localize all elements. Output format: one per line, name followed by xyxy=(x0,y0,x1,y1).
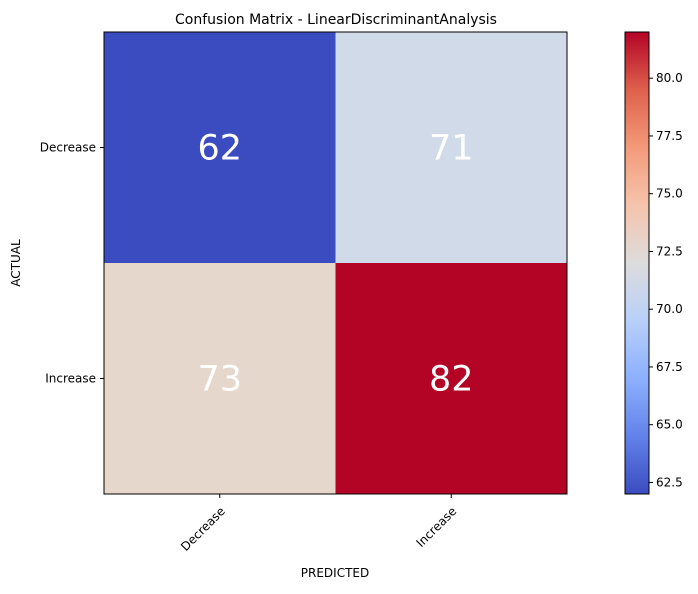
heatmap-cell-labels: 62 71 73 82 xyxy=(197,129,473,400)
y-tick-label: Increase xyxy=(45,372,96,386)
colorbar-ticks: 62.5 65.0 67.5 70.0 72.5 75.0 77.5 80.0 xyxy=(649,71,683,489)
heatmap-cell-value: 71 xyxy=(429,129,474,169)
y-axis-ticks: Decrease Increase xyxy=(40,141,104,386)
heatmap-cells xyxy=(104,32,567,494)
colorbar-tick-label: 70.0 xyxy=(656,302,683,316)
heatmap-cell xyxy=(335,263,567,494)
colorbar-tick-label: 72.5 xyxy=(656,244,683,258)
colorbar-tick-label: 65.0 xyxy=(656,418,683,432)
y-axis-label: ACTUAL xyxy=(9,239,23,287)
heatmap-cell xyxy=(104,32,336,263)
colorbar-tick-label: 80.0 xyxy=(656,71,683,85)
x-tick-label: Decrease xyxy=(178,504,228,554)
x-tick-label: Increase xyxy=(413,504,459,550)
x-axis-label: PREDICTED xyxy=(301,566,369,580)
heatmap-cell-value: 62 xyxy=(197,129,242,169)
colorbar-tick-label: 75.0 xyxy=(656,187,683,201)
chart-title: Confusion Matrix - LinearDiscriminantAna… xyxy=(175,12,497,28)
heatmap-cell xyxy=(335,32,567,263)
heatmap-cell xyxy=(104,263,336,494)
colorbar-tick-label: 62.5 xyxy=(656,475,683,489)
colorbar xyxy=(624,31,650,495)
heatmap-cell-value: 82 xyxy=(429,360,474,400)
colorbar-tick-label: 77.5 xyxy=(656,129,683,143)
x-axis-ticks: Decrease Increase xyxy=(178,494,459,554)
y-tick-label: Decrease xyxy=(40,141,96,155)
plot-frame xyxy=(103,31,568,495)
heatmap-cell-value: 73 xyxy=(197,360,242,400)
colorbar-tick-label: 67.5 xyxy=(656,360,683,374)
